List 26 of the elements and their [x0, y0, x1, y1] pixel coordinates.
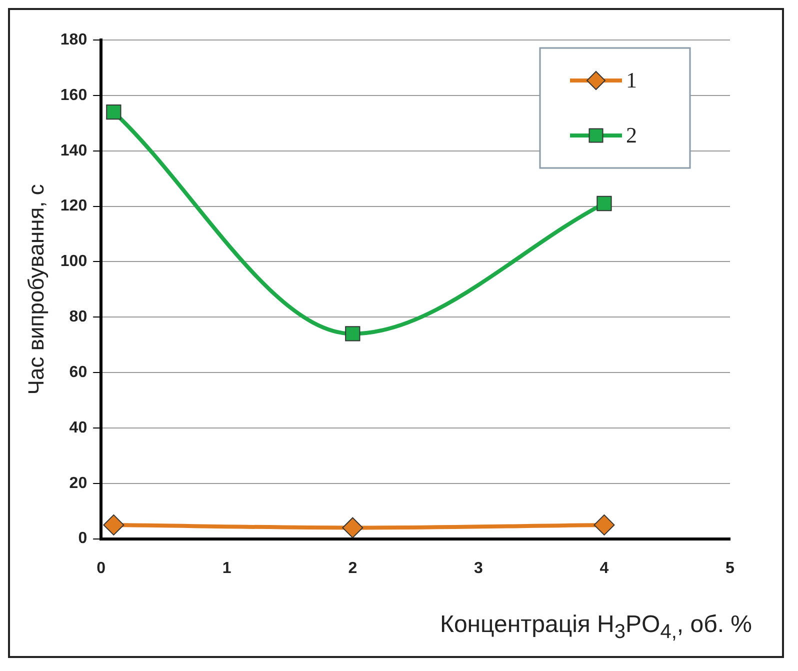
point	[594, 514, 615, 536]
x-tick-label: 4	[600, 560, 609, 577]
x-tick-label: 1	[222, 560, 232, 577]
y-tick-label: 0	[78, 530, 88, 548]
x-tick-label: 2	[348, 560, 358, 577]
x-tick-label: 0	[96, 560, 106, 577]
point	[345, 326, 360, 342]
point	[106, 104, 122, 120]
y-tick-label: 160	[60, 86, 88, 104]
y-tick-label: 40	[69, 419, 88, 436]
y-tick-label: 20	[69, 474, 88, 492]
x-tick-label: 3	[474, 560, 483, 577]
y-axis-title: Час випробування, с	[23, 184, 48, 395]
point	[596, 196, 612, 212]
y-tick-label: 120	[60, 198, 88, 215]
y-tick-label: 180	[60, 31, 88, 48]
x-tick-label: 5	[726, 560, 735, 577]
point	[342, 517, 364, 538]
y-tick-label: 100	[60, 253, 88, 270]
point	[103, 514, 124, 536]
x-axis-title: Концентрація H$_{3}$PO$_{4,}$, об. %	[440, 611, 752, 644]
y-tick-label: 80	[69, 308, 88, 326]
legend-label: 1	[626, 67, 637, 92]
legend-label: 2	[626, 122, 637, 148]
y-tick-label: 140	[60, 142, 88, 160]
y-tick-label: 60	[69, 364, 88, 381]
